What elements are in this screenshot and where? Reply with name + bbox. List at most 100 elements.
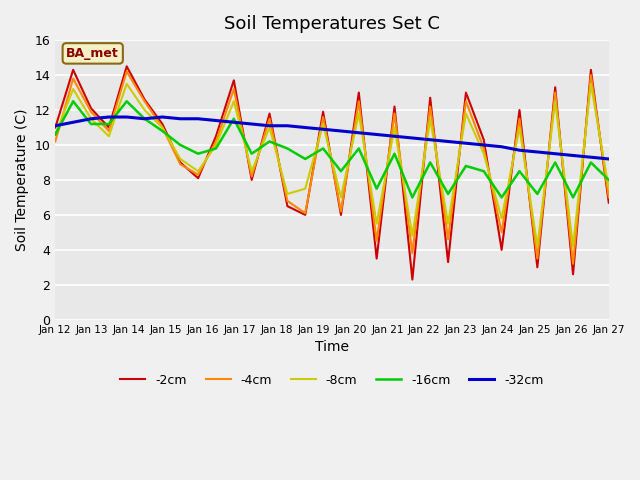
-2cm (498, 247, 506, 253)
-16cm (284, 145, 291, 151)
-32cm (248, 121, 255, 127)
-32cm (373, 132, 381, 137)
-16cm (534, 191, 541, 197)
-4cm (390, 110, 398, 116)
-4cm (444, 237, 452, 242)
-8cm (301, 186, 309, 192)
-8cm (337, 194, 345, 200)
-8cm (319, 121, 327, 127)
-2cm (569, 271, 577, 277)
-8cm (498, 216, 506, 221)
-4cm (159, 125, 166, 131)
-16cm (373, 186, 381, 192)
Line: -4cm: -4cm (55, 72, 609, 264)
-32cm (87, 116, 95, 121)
-32cm (444, 139, 452, 144)
-32cm (69, 120, 77, 125)
-8cm (408, 233, 416, 239)
-32cm (498, 144, 506, 150)
-4cm (462, 98, 470, 104)
-16cm (159, 128, 166, 134)
-2cm (159, 121, 166, 127)
-16cm (212, 145, 220, 151)
-32cm (159, 114, 166, 120)
-8cm (69, 86, 77, 92)
-4cm (195, 172, 202, 178)
-4cm (516, 116, 524, 121)
Text: BA_met: BA_met (67, 47, 119, 60)
-16cm (123, 98, 131, 104)
Title: Soil Temperatures Set C: Soil Temperatures Set C (224, 15, 440, 33)
-32cm (212, 118, 220, 123)
-32cm (534, 149, 541, 155)
-8cm (284, 191, 291, 197)
Legend: -2cm, -4cm, -8cm, -16cm, -32cm: -2cm, -4cm, -8cm, -16cm, -32cm (115, 369, 548, 392)
-2cm (105, 125, 113, 131)
-2cm (248, 177, 255, 183)
-4cm (426, 104, 434, 109)
-8cm (266, 125, 273, 131)
Line: -32cm: -32cm (55, 117, 609, 159)
-4cm (534, 256, 541, 262)
-2cm (51, 125, 59, 131)
-2cm (337, 212, 345, 218)
-2cm (301, 212, 309, 218)
-8cm (373, 221, 381, 227)
-16cm (587, 159, 595, 165)
-16cm (337, 168, 345, 174)
-16cm (266, 139, 273, 144)
-32cm (390, 133, 398, 139)
-32cm (230, 120, 237, 125)
-16cm (141, 116, 148, 121)
-32cm (426, 137, 434, 143)
-4cm (51, 139, 59, 144)
-16cm (51, 132, 59, 137)
-2cm (551, 84, 559, 90)
-8cm (480, 151, 488, 156)
-16cm (516, 168, 524, 174)
-8cm (123, 81, 131, 87)
-2cm (87, 106, 95, 111)
-16cm (498, 194, 506, 200)
-4cm (141, 98, 148, 104)
Line: -8cm: -8cm (55, 84, 609, 246)
-32cm (605, 156, 612, 162)
-16cm (87, 121, 95, 127)
-2cm (123, 63, 131, 69)
Y-axis label: Soil Temperature (C): Soil Temperature (C) (15, 108, 29, 251)
-32cm (141, 116, 148, 121)
-32cm (105, 114, 113, 120)
-16cm (230, 116, 237, 121)
-8cm (551, 98, 559, 104)
-4cm (498, 229, 506, 235)
-16cm (408, 194, 416, 200)
-8cm (87, 116, 95, 121)
-8cm (195, 168, 202, 174)
-2cm (534, 264, 541, 270)
-4cm (408, 251, 416, 256)
-8cm (141, 107, 148, 113)
-2cm (480, 137, 488, 143)
-4cm (301, 210, 309, 216)
-2cm (462, 90, 470, 96)
-32cm (408, 135, 416, 141)
-2cm (355, 90, 363, 96)
-8cm (248, 168, 255, 174)
-4cm (105, 128, 113, 134)
-2cm (444, 259, 452, 265)
-2cm (141, 96, 148, 102)
-8cm (355, 110, 363, 116)
-16cm (69, 98, 77, 104)
-16cm (390, 151, 398, 156)
-4cm (587, 72, 595, 78)
-8cm (212, 142, 220, 148)
-8cm (605, 186, 612, 192)
-32cm (551, 151, 559, 156)
-8cm (159, 125, 166, 131)
-16cm (605, 177, 612, 183)
-2cm (587, 67, 595, 72)
-2cm (408, 276, 416, 282)
-8cm (444, 221, 452, 227)
Line: -16cm: -16cm (55, 101, 609, 197)
-8cm (534, 243, 541, 249)
